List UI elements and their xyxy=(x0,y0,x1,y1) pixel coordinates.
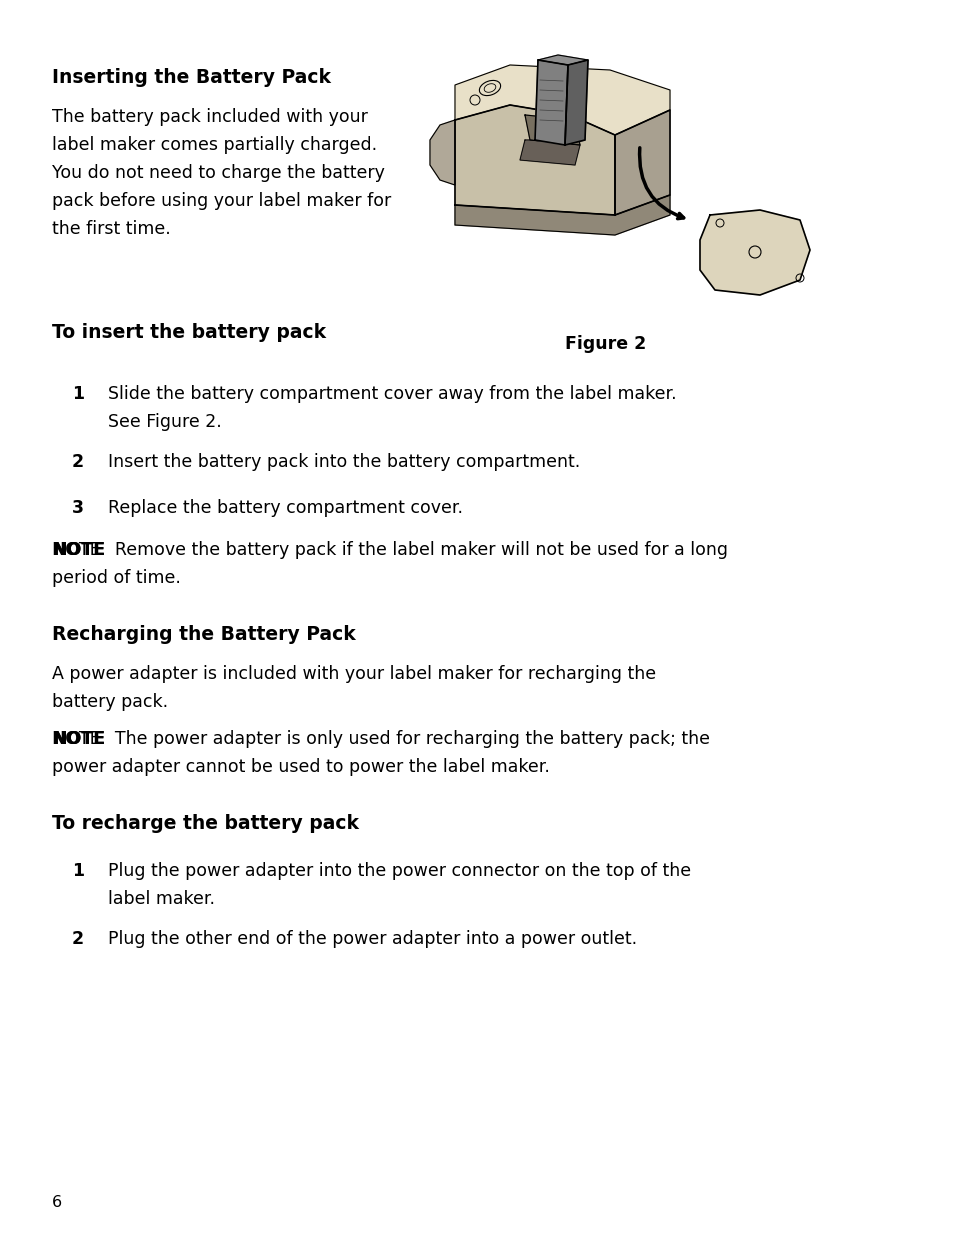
Text: period of time.: period of time. xyxy=(52,569,181,587)
Polygon shape xyxy=(519,140,579,164)
Polygon shape xyxy=(564,60,587,145)
Polygon shape xyxy=(615,110,669,216)
Text: NOTE  The power adapter is only used for recharging the battery pack; the: NOTE The power adapter is only used for … xyxy=(52,730,709,748)
Text: battery pack.: battery pack. xyxy=(52,693,168,711)
Text: See Figure 2.: See Figure 2. xyxy=(108,412,221,431)
Text: the first time.: the first time. xyxy=(52,221,171,238)
Text: 6: 6 xyxy=(52,1195,62,1210)
Polygon shape xyxy=(455,105,615,216)
Polygon shape xyxy=(455,65,669,135)
Polygon shape xyxy=(430,120,455,184)
Text: NOTE  Remove the battery pack if the label maker will not be used for a long: NOTE Remove the battery pack if the labe… xyxy=(52,541,727,559)
Text: 2: 2 xyxy=(71,930,84,948)
Polygon shape xyxy=(535,60,567,145)
Text: Plug the power adapter into the power connector on the top of the: Plug the power adapter into the power co… xyxy=(108,862,690,880)
Polygon shape xyxy=(455,196,669,235)
Polygon shape xyxy=(700,211,809,295)
Text: 3: 3 xyxy=(71,498,84,517)
Text: To insert the battery pack: To insert the battery pack xyxy=(52,323,326,341)
Text: Inserting the Battery Pack: Inserting the Battery Pack xyxy=(52,69,331,87)
Text: label maker.: label maker. xyxy=(108,890,214,908)
Text: 1: 1 xyxy=(71,385,84,402)
Text: You do not need to charge the battery: You do not need to charge the battery xyxy=(52,164,384,182)
Text: Plug the other end of the power adapter into a power outlet.: Plug the other end of the power adapter … xyxy=(108,930,637,948)
Text: A power adapter is included with your label maker for recharging the: A power adapter is included with your la… xyxy=(52,665,656,683)
Text: NOTE: NOTE xyxy=(52,730,105,748)
Text: To recharge the battery pack: To recharge the battery pack xyxy=(52,814,358,834)
Text: NOTE: NOTE xyxy=(52,730,105,748)
Text: label maker comes partially charged.: label maker comes partially charged. xyxy=(52,136,376,155)
Text: Figure 2: Figure 2 xyxy=(564,335,645,353)
Text: 1: 1 xyxy=(71,862,84,880)
Text: Slide the battery compartment cover away from the label maker.: Slide the battery compartment cover away… xyxy=(108,385,676,402)
Text: Insert the battery pack into the battery compartment.: Insert the battery pack into the battery… xyxy=(108,454,579,471)
Text: NOTE: NOTE xyxy=(52,541,105,559)
Polygon shape xyxy=(537,55,587,65)
Text: NOTE: NOTE xyxy=(52,541,105,559)
Text: power adapter cannot be used to power the label maker.: power adapter cannot be used to power th… xyxy=(52,758,549,776)
Polygon shape xyxy=(524,115,579,145)
Text: Replace the battery compartment cover.: Replace the battery compartment cover. xyxy=(108,498,462,517)
Text: pack before using your label maker for: pack before using your label maker for xyxy=(52,192,391,211)
Text: The battery pack included with your: The battery pack included with your xyxy=(52,108,368,126)
Text: 2: 2 xyxy=(71,454,84,471)
Text: Recharging the Battery Pack: Recharging the Battery Pack xyxy=(52,625,355,644)
